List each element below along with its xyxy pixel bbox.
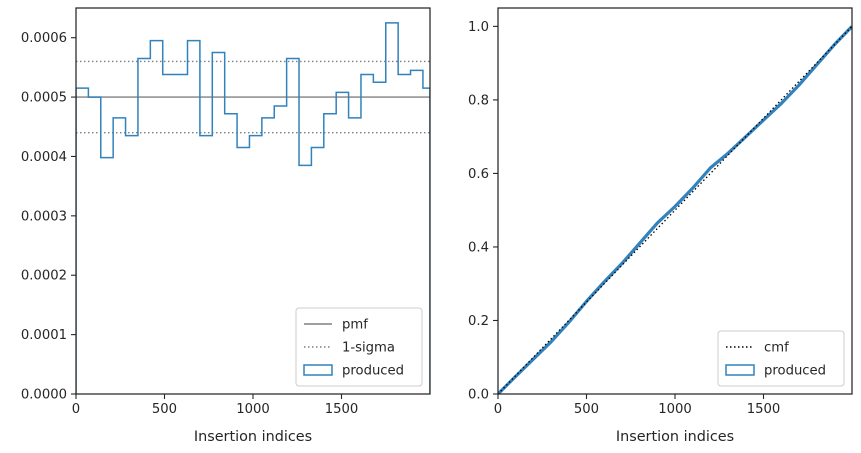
y-tick-label: 0.8 bbox=[468, 93, 489, 108]
legend-produced-swatch bbox=[303, 364, 333, 376]
x-tick-label: 500 bbox=[574, 402, 599, 417]
y-tick-label: 0.6 bbox=[468, 167, 489, 182]
x-tick-label: 1000 bbox=[658, 402, 692, 417]
pmf-histogram-panel: 0 500 1000 1500 0.0000 0.0001 0.0002 0.0003 0.00… bbox=[21, 7, 431, 445]
x-tick-label: 0 bbox=[72, 402, 80, 417]
plot-area bbox=[498, 25, 852, 394]
legend-sigma-label: 1-sigma bbox=[342, 341, 395, 356]
cmf-line bbox=[498, 25, 852, 394]
y-tick-label: 0.0002 bbox=[21, 269, 67, 284]
legend-box bbox=[717, 330, 845, 387]
produced-cumulative-line bbox=[498, 25, 852, 394]
y-tick-label: 0.0005 bbox=[21, 91, 67, 106]
legend-pmf-label: pmf bbox=[342, 318, 368, 333]
x-axis-label: Insertion indices bbox=[616, 429, 734, 445]
plot-area bbox=[76, 22, 430, 394]
x-tick-label: 0 bbox=[494, 402, 502, 417]
legend: pmf 1-sigma produced bbox=[295, 307, 423, 387]
x-tick-label: 500 bbox=[152, 402, 177, 417]
cmf-panel: 0 500 1000 1500 0.0 0.2 0.4 0.6 0.8 1.0 Insertion … bbox=[468, 7, 853, 445]
legend-produced-swatch bbox=[725, 364, 755, 376]
y-tick-label: 0.2 bbox=[468, 314, 489, 329]
y-tick-label: 1.0 bbox=[468, 20, 489, 35]
legend-produced-label: produced bbox=[764, 364, 826, 379]
y-tick-label: 0.0003 bbox=[21, 209, 67, 224]
x-tick-label: 1000 bbox=[236, 402, 270, 417]
y-tick-label: 0.0 bbox=[468, 388, 489, 403]
y-tick-label: 0.0004 bbox=[21, 150, 67, 165]
y-tick-label: 0.0006 bbox=[21, 31, 67, 46]
legend: cmf produced bbox=[717, 330, 845, 387]
y-tick-label: 0.0001 bbox=[21, 328, 67, 343]
legend-cmf-label: cmf bbox=[764, 341, 789, 356]
y-tick-label: 0.0000 bbox=[21, 388, 67, 403]
legend-produced-label: produced bbox=[342, 364, 404, 379]
y-tick-label: 0.4 bbox=[468, 240, 489, 255]
produced-histogram bbox=[76, 22, 430, 394]
legend-box bbox=[295, 307, 423, 387]
x-axis-label: Insertion indices bbox=[194, 429, 312, 445]
x-tick-label: 1500 bbox=[325, 402, 359, 417]
x-tick-label: 1500 bbox=[747, 402, 781, 417]
